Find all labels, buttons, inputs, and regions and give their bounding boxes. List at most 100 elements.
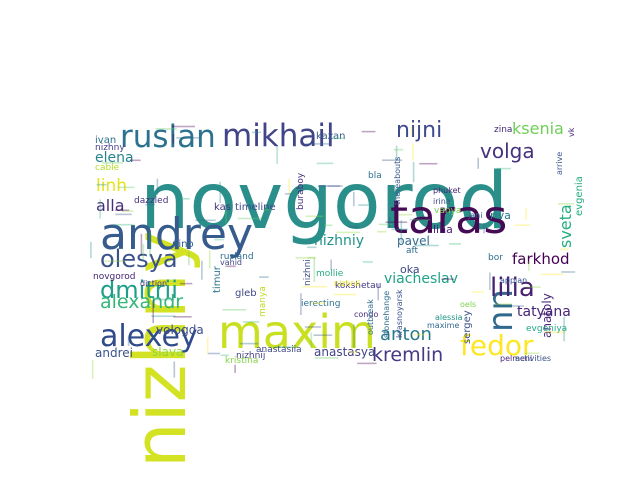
tiny-word-mark bbox=[121, 210, 134, 212]
cloud-word: slava bbox=[152, 345, 183, 359]
cloud-word: krasnoyarsk bbox=[395, 289, 404, 338]
cloud-word: fedor bbox=[460, 329, 534, 362]
tiny-word-mark bbox=[252, 131, 262, 134]
cloud-word: irina bbox=[433, 197, 451, 206]
cloud-word: anton bbox=[380, 324, 432, 345]
tiny-word-filler bbox=[90, 125, 576, 379]
cloud-word: phuket bbox=[433, 186, 461, 195]
cloud-word: kremlin bbox=[372, 344, 443, 366]
tiny-word-mark bbox=[558, 203, 574, 205]
cloud-word: vk bbox=[567, 127, 576, 137]
cloud-word: nizhni bbox=[303, 259, 313, 286]
tiny-word-mark bbox=[239, 342, 259, 345]
tiny-word-mark bbox=[358, 204, 369, 206]
tiny-word-mark bbox=[180, 282, 193, 285]
tiny-word-mark bbox=[419, 162, 438, 165]
tiny-word-mark bbox=[117, 186, 135, 189]
cloud-word: alla bbox=[96, 196, 125, 215]
tiny-word-mark bbox=[336, 231, 360, 234]
cloud-word: volga bbox=[480, 139, 535, 163]
tiny-word-mark bbox=[206, 337, 209, 354]
tiny-word-mark bbox=[496, 167, 511, 170]
tiny-word-mark bbox=[222, 309, 246, 311]
cloud-word: sveta bbox=[556, 204, 575, 248]
tiny-word-mark bbox=[472, 291, 484, 293]
tiny-word-mark bbox=[395, 145, 398, 161]
tiny-word-mark bbox=[96, 183, 107, 186]
tiny-word-mark bbox=[234, 364, 236, 373]
cloud-word: vanya bbox=[434, 206, 461, 216]
tiny-word-mark bbox=[208, 250, 211, 269]
tiny-word-mark bbox=[412, 143, 414, 161]
tiny-word-mark bbox=[172, 134, 175, 144]
tiny-word-mark bbox=[151, 315, 176, 317]
cloud-word: gleb bbox=[235, 288, 257, 299]
tiny-word-mark bbox=[310, 332, 313, 349]
cloud-word: thereabouts bbox=[393, 157, 402, 205]
cloud-word: anastasiia bbox=[256, 345, 302, 355]
cloud-word: vahid bbox=[220, 258, 242, 267]
cloud-word: activities bbox=[515, 354, 551, 363]
tiny-word-mark bbox=[361, 130, 376, 133]
tiny-word-mark bbox=[316, 162, 334, 165]
tiny-word-mark bbox=[220, 354, 229, 357]
cloud-word: nizhniy bbox=[314, 233, 364, 249]
tiny-word-mark bbox=[155, 128, 177, 130]
tiny-word-mark bbox=[477, 157, 479, 169]
cloud-word: timur bbox=[212, 265, 223, 293]
tiny-word-mark bbox=[156, 178, 159, 195]
cloud-word: dmitrii bbox=[100, 276, 178, 304]
cloud-word: aft bbox=[406, 246, 419, 256]
cloud-word: alexandr bbox=[100, 291, 183, 313]
tiny-word-mark bbox=[173, 361, 176, 378]
tiny-word-mark bbox=[130, 159, 141, 162]
cloud-word: appian bbox=[500, 276, 527, 285]
tiny-word-mark bbox=[102, 162, 123, 164]
tiny-word-mark bbox=[362, 261, 373, 263]
tiny-word-mark bbox=[145, 203, 155, 206]
tiny-word-mark bbox=[410, 126, 413, 136]
cloud-word: bla bbox=[368, 171, 382, 181]
tiny-word-mark bbox=[313, 334, 333, 336]
cloud-word: mikhail bbox=[222, 118, 335, 154]
cloud-word: rusland bbox=[220, 252, 254, 262]
cloud-word: olesya bbox=[100, 245, 178, 273]
tiny-word-mark bbox=[305, 215, 324, 218]
cloud-word: anastasya bbox=[314, 345, 375, 359]
tiny-word-mark bbox=[149, 231, 151, 257]
cloud-word: farkhod bbox=[512, 250, 570, 268]
cloud-word: elena bbox=[95, 150, 134, 166]
tiny-word-mark bbox=[348, 226, 359, 228]
cloud-word: kas bbox=[214, 202, 231, 213]
tiny-word-mark bbox=[90, 241, 92, 259]
tiny-word-mark bbox=[563, 316, 565, 342]
tiny-word-mark bbox=[526, 286, 541, 288]
cloud-word: taras bbox=[390, 190, 507, 244]
tiny-word-mark bbox=[99, 199, 101, 219]
tiny-word-mark bbox=[348, 351, 359, 353]
cloud-word: condo bbox=[354, 310, 378, 319]
tiny-word-mark bbox=[330, 259, 332, 270]
cloud-word: cable bbox=[95, 163, 120, 173]
tiny-word-mark bbox=[295, 257, 316, 259]
cloud-word: bor bbox=[488, 253, 503, 263]
tiny-word-mark bbox=[324, 224, 333, 227]
tiny-word-mark bbox=[389, 217, 391, 227]
cloud-word: lina bbox=[433, 223, 453, 236]
cloud-word: ksenia bbox=[512, 119, 564, 138]
tiny-word-mark bbox=[155, 298, 175, 301]
cloud-word: arrive bbox=[555, 152, 564, 175]
tiny-word-mark bbox=[445, 201, 454, 204]
cloud-word: manya bbox=[258, 286, 268, 317]
tiny-word-mark bbox=[115, 209, 130, 211]
tiny-word-mark bbox=[353, 192, 355, 207]
tiny-word-mark bbox=[357, 362, 377, 365]
cloud-word: dazzled bbox=[134, 196, 168, 206]
cloud-word: maxime bbox=[427, 321, 459, 330]
tiny-word-mark bbox=[391, 228, 408, 231]
tiny-word-mark bbox=[113, 223, 134, 226]
cloud-word: pavel bbox=[397, 234, 430, 248]
tiny-word-mark bbox=[561, 271, 576, 273]
cloud-word: kokshetau bbox=[335, 281, 381, 291]
